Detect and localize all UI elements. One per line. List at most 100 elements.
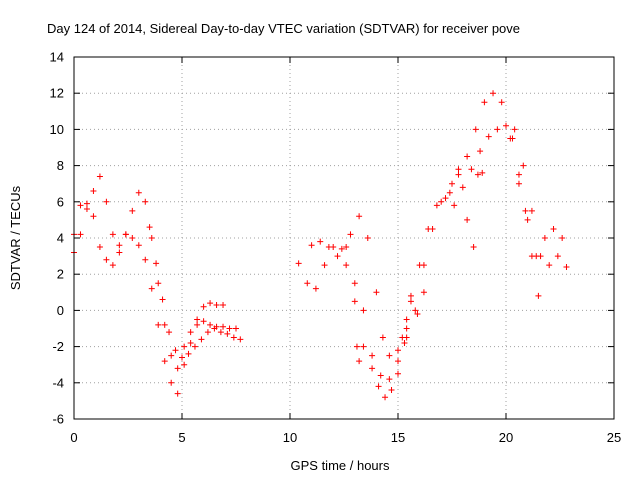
data-point	[446, 189, 453, 196]
data-point	[375, 383, 382, 390]
data-point	[122, 231, 129, 238]
data-point	[181, 343, 188, 350]
x-tick-label: 10	[283, 430, 297, 445]
data-point	[230, 334, 237, 341]
data-point	[96, 244, 103, 251]
data-point	[325, 244, 332, 251]
chart-title: Day 124 of 2014, Sidereal Day-to-day VTE…	[47, 21, 520, 36]
data-point	[546, 262, 553, 269]
data-point	[187, 339, 194, 346]
data-point	[155, 280, 162, 287]
data-point	[382, 394, 389, 401]
data-point	[403, 325, 410, 332]
data-point	[503, 122, 509, 129]
data-point	[470, 244, 477, 251]
data-point	[148, 235, 155, 241]
data-point	[142, 198, 149, 205]
y-tick-label: -2	[52, 339, 64, 354]
data-point	[373, 289, 380, 296]
data-point	[90, 213, 97, 220]
data-point	[226, 325, 233, 332]
data-point	[353, 343, 360, 350]
data-point	[83, 206, 90, 213]
data-point	[388, 387, 395, 394]
y-tick-label: -4	[52, 375, 64, 390]
data-points	[71, 90, 570, 401]
series-upper-a	[71, 173, 239, 372]
data-point	[198, 336, 205, 343]
data-point	[179, 354, 185, 361]
data-point	[356, 358, 363, 365]
data-point	[528, 207, 535, 214]
data-point	[420, 289, 427, 296]
data-point	[155, 321, 162, 328]
data-point	[343, 244, 350, 251]
x-tick-label: 0	[70, 430, 77, 445]
y-tick-label: 8	[57, 158, 64, 173]
series-lower-a	[71, 200, 227, 397]
data-point	[166, 329, 173, 336]
data-point	[116, 242, 123, 249]
data-point	[351, 298, 358, 305]
data-point	[403, 316, 410, 323]
data-point	[438, 198, 445, 205]
data-point	[96, 173, 103, 180]
series-spread-a	[146, 224, 244, 361]
data-point	[442, 195, 449, 202]
data-point	[379, 334, 386, 341]
data-point	[161, 321, 168, 328]
data-point	[425, 225, 432, 232]
data-point	[455, 166, 462, 173]
data-point	[509, 135, 516, 142]
data-point	[537, 253, 544, 260]
data-point	[174, 365, 181, 372]
data-point	[174, 390, 181, 397]
data-point	[211, 325, 218, 332]
x-axis-label: GPS time / hours	[291, 458, 390, 473]
data-point	[159, 296, 166, 303]
data-point	[148, 285, 155, 292]
data-point	[511, 126, 518, 133]
series-upper-b	[295, 90, 566, 359]
data-point	[207, 300, 214, 307]
data-point	[528, 253, 535, 260]
data-point	[395, 370, 401, 377]
grid	[74, 57, 614, 419]
data-point	[317, 238, 324, 245]
data-point	[451, 202, 458, 209]
data-point	[498, 99, 505, 106]
data-point	[168, 379, 175, 386]
data-point	[416, 262, 423, 269]
data-point	[338, 245, 345, 252]
data-point	[464, 153, 471, 160]
data-point	[217, 329, 224, 336]
data-point	[237, 336, 244, 343]
data-point	[559, 235, 566, 241]
data-point	[490, 90, 497, 97]
data-point	[233, 325, 239, 332]
y-tick-label: 2	[57, 267, 64, 282]
data-point	[142, 256, 149, 263]
data-point	[399, 334, 406, 341]
data-point	[524, 216, 531, 223]
data-point	[312, 285, 319, 292]
data-point	[103, 256, 110, 263]
data-point	[207, 321, 214, 328]
data-point	[321, 262, 328, 269]
data-point	[472, 126, 479, 133]
data-point	[386, 352, 393, 359]
data-point	[83, 200, 90, 207]
series-isolated	[353, 166, 486, 365]
data-point	[481, 99, 488, 106]
data-point	[351, 280, 358, 287]
data-point	[168, 352, 175, 359]
y-tick-label: 12	[50, 86, 64, 101]
ticks	[73, 56, 615, 420]
data-point	[541, 235, 548, 241]
x-tick-label: 25	[607, 430, 621, 445]
data-point	[187, 329, 194, 336]
data-point	[204, 329, 211, 336]
series-spread-b	[343, 135, 542, 383]
data-point	[347, 231, 354, 238]
